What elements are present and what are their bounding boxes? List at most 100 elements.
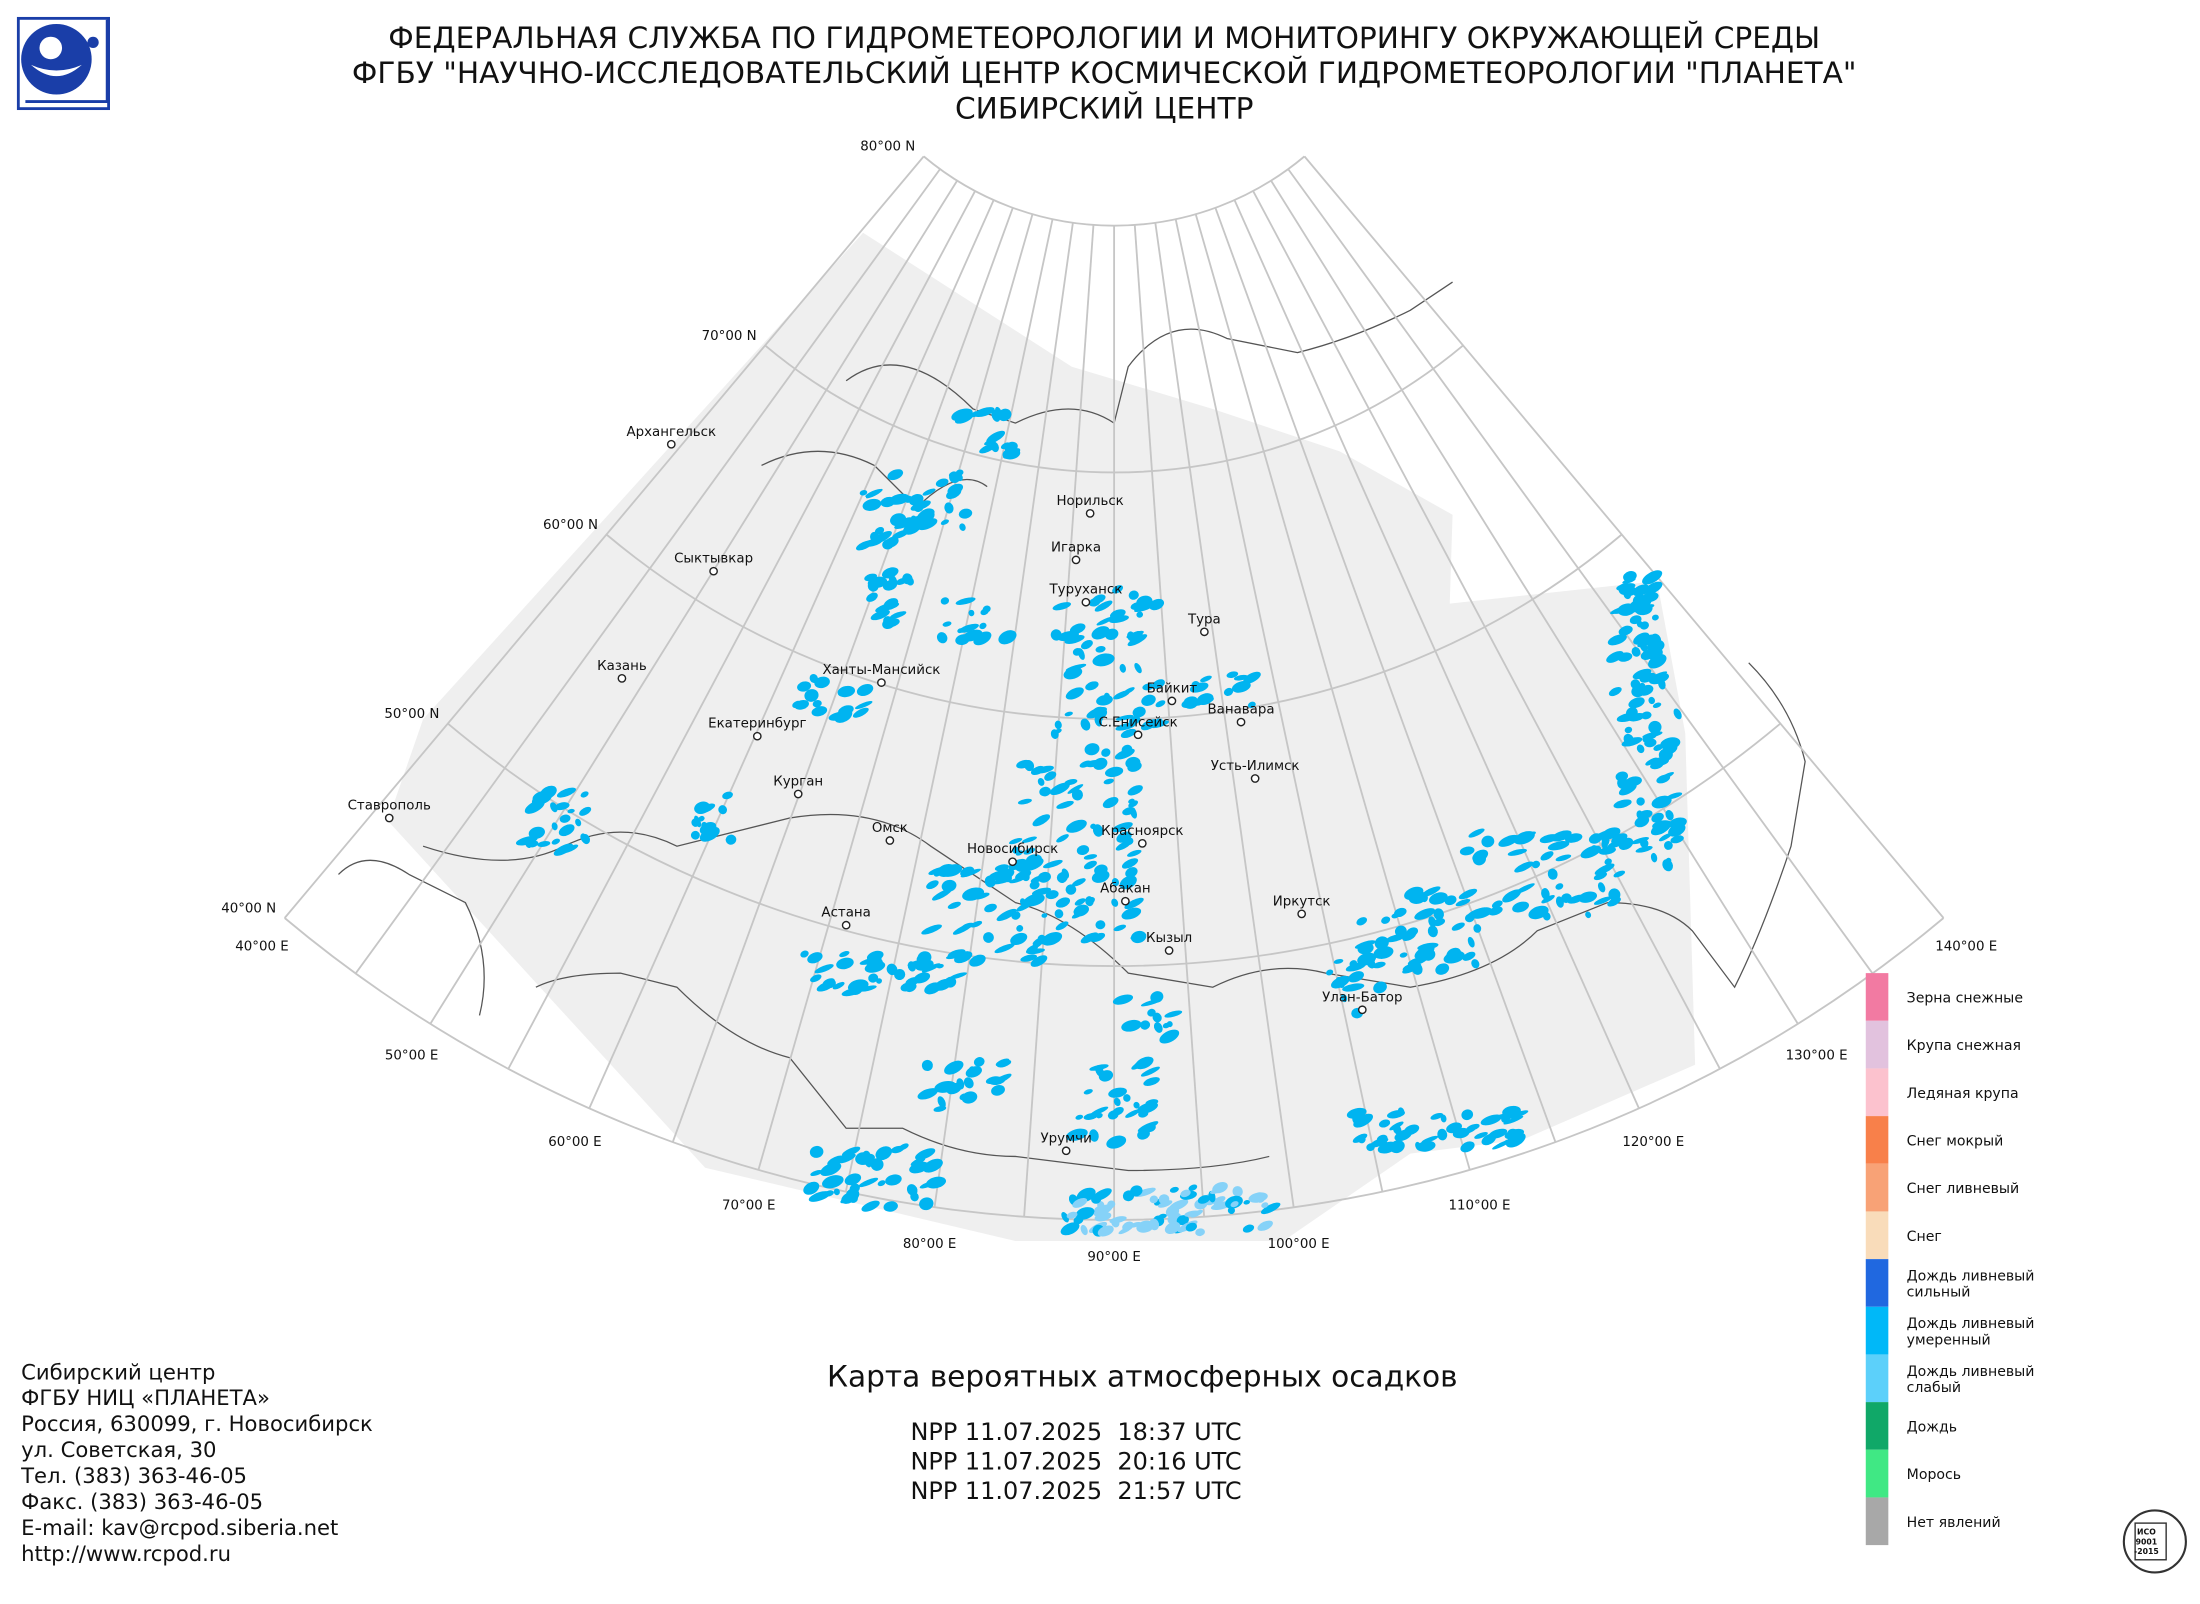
precipitation-cell bbox=[1613, 870, 1626, 878]
meridian bbox=[1194, 213, 1471, 1171]
precipitation-cell bbox=[1158, 1213, 1167, 1219]
city-marker bbox=[1085, 508, 1095, 518]
meridian bbox=[507, 190, 976, 1070]
precipitation-cell bbox=[1414, 944, 1435, 960]
meridian-label: 60°00 E bbox=[548, 1135, 601, 1150]
legend-label: умеренный bbox=[1907, 1332, 1991, 1348]
precipitation-cell bbox=[725, 834, 737, 845]
precipitation-cell bbox=[1184, 696, 1198, 705]
contact-line: http://www.rcpod.ru bbox=[21, 1541, 231, 1566]
border bbox=[1607, 662, 1806, 989]
precipitation-cell bbox=[1226, 671, 1239, 679]
precipitation-cell bbox=[1012, 846, 1020, 854]
legend-swatch bbox=[1865, 1163, 1889, 1212]
precipitation-cell bbox=[1651, 812, 1664, 823]
precipitation-cell bbox=[803, 1181, 820, 1195]
precipitation-cell bbox=[1243, 671, 1261, 684]
precipitation-cell bbox=[1032, 814, 1051, 827]
precipitation-cell bbox=[957, 628, 964, 634]
city-marker bbox=[666, 439, 676, 449]
precipitation-cell bbox=[832, 981, 845, 990]
precipitation-cell bbox=[1385, 933, 1406, 943]
legend-label: Морось bbox=[1907, 1467, 1961, 1483]
precipitation-cell bbox=[1636, 810, 1644, 820]
precipitation-cell bbox=[1369, 1137, 1389, 1148]
precipitation-cell bbox=[921, 1059, 933, 1071]
precipitation-cell bbox=[1644, 738, 1657, 748]
precipitation-cell bbox=[1066, 819, 1087, 833]
precipitation-cell bbox=[1460, 1141, 1475, 1153]
precipitation-cell bbox=[1020, 954, 1037, 962]
city-marker bbox=[793, 789, 803, 799]
precipitation-cell bbox=[1064, 778, 1078, 786]
precipitation-cell bbox=[807, 952, 823, 964]
precipitation-cell bbox=[1112, 994, 1134, 1005]
precipitation-cell bbox=[915, 1148, 936, 1160]
city-label: Казань bbox=[597, 659, 647, 674]
legend-swatch bbox=[1865, 1259, 1889, 1307]
contact-line: Тел. (383) 363-46-05 bbox=[20, 1463, 247, 1488]
city-label: Урумчи bbox=[1041, 1131, 1092, 1146]
precipitation-cell bbox=[1043, 859, 1063, 869]
precipitation-cell bbox=[1653, 744, 1664, 751]
precipitation-cell bbox=[838, 1153, 856, 1164]
precipitation-cell bbox=[1054, 720, 1062, 730]
precipitation-cell bbox=[1095, 645, 1106, 653]
precipitation-cell bbox=[1632, 594, 1647, 607]
precipitation-cell bbox=[1060, 1222, 1080, 1236]
cert-line: 9001 bbox=[2136, 1537, 2158, 1546]
precipitation-cell bbox=[1200, 675, 1212, 683]
precipitation-cell bbox=[792, 700, 802, 709]
cities: Архангельск Норильск Игарка Туруханск Тура Сы… bbox=[348, 425, 1402, 1156]
precipitation-cell bbox=[837, 685, 856, 698]
precipitation-cell bbox=[984, 875, 996, 888]
precipitation-cell bbox=[1397, 1107, 1405, 1115]
legend-label: Нет явлений bbox=[1907, 1515, 2001, 1531]
precipitation-cell bbox=[1209, 1188, 1222, 1194]
precipitation-cell bbox=[973, 1057, 985, 1067]
precipitation-cell bbox=[567, 808, 575, 814]
precipitation-cell bbox=[810, 974, 822, 983]
precipitation-cell bbox=[1134, 662, 1142, 674]
precipitation-cell bbox=[1437, 1128, 1448, 1141]
precipitation-cell bbox=[1622, 577, 1636, 584]
precipitation-cell bbox=[582, 807, 589, 814]
precipitation-cell bbox=[1072, 878, 1086, 887]
precipitation-cell bbox=[1389, 1121, 1404, 1131]
contact-line: Факс. (383) 363-46-05 bbox=[21, 1489, 263, 1514]
legend-swatch bbox=[1865, 1306, 1889, 1355]
precipitation-cell bbox=[1514, 861, 1534, 873]
precipitation-cell bbox=[822, 1175, 844, 1189]
precipitation-cell bbox=[1416, 1140, 1436, 1152]
precipitation-cell bbox=[1080, 1224, 1088, 1236]
precipitation-cell bbox=[1075, 1114, 1084, 1120]
legend-label: сильный bbox=[1907, 1285, 1971, 1301]
meridian bbox=[1214, 207, 1557, 1143]
precipitation-cell bbox=[694, 801, 711, 814]
precipitation-cell bbox=[1079, 760, 1092, 768]
meridian-label: 50°00 E bbox=[385, 1048, 438, 1063]
precipitation-cell bbox=[1016, 925, 1024, 932]
city-marker bbox=[885, 836, 895, 845]
precipitation-cell bbox=[1158, 1200, 1173, 1208]
precipitation-cell bbox=[1109, 615, 1129, 624]
precipitation-cell bbox=[880, 496, 896, 508]
precipitation-cell bbox=[949, 972, 967, 980]
legend-label: Ледяная крупа bbox=[1907, 1086, 2019, 1102]
precipitation-cell bbox=[814, 676, 830, 689]
precipitation-cell bbox=[856, 683, 874, 696]
precipitation-cell bbox=[1072, 1198, 1088, 1208]
precipitation-cell bbox=[1381, 916, 1391, 924]
precipitation-cell bbox=[1593, 896, 1612, 905]
precipitation-cell bbox=[889, 602, 900, 609]
precipitation-cell bbox=[814, 964, 834, 974]
precipitation-cell bbox=[1112, 822, 1133, 833]
precipitation-cell bbox=[858, 1177, 879, 1188]
precipitation-cell bbox=[1065, 1128, 1088, 1141]
precipitation-cell bbox=[1594, 863, 1615, 875]
city-marker bbox=[1137, 838, 1147, 848]
precipitation-cell bbox=[1103, 778, 1115, 785]
precipitation-cell bbox=[1121, 1019, 1142, 1032]
precipitation-cell bbox=[1091, 626, 1110, 640]
precipitation-cell bbox=[1419, 892, 1428, 903]
